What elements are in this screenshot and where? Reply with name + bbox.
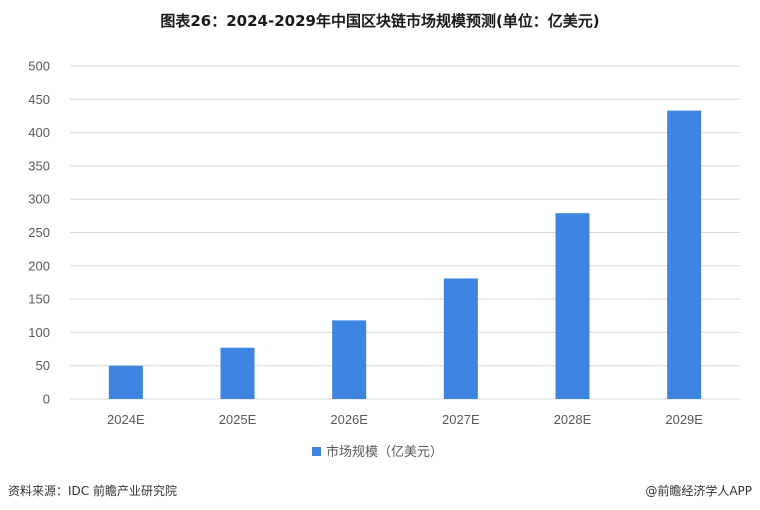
bar-2024E bbox=[108, 365, 143, 399]
y-tick-label: 300 bbox=[28, 192, 50, 207]
x-tick-label: 2026E bbox=[330, 412, 368, 427]
bar-2025E bbox=[220, 347, 255, 399]
bar-2028E bbox=[555, 213, 590, 399]
y-tick-label: 450 bbox=[28, 92, 50, 107]
y-tick-label: 0 bbox=[43, 392, 50, 407]
legend-swatch bbox=[312, 447, 321, 456]
y-tick-label: 100 bbox=[28, 325, 50, 340]
x-tick-label: 2027E bbox=[442, 412, 480, 427]
x-tick-label: 2024E bbox=[107, 412, 145, 427]
legend-label: 市场规模（亿美元） bbox=[326, 444, 443, 460]
bars bbox=[108, 110, 702, 399]
y-tick-label: 350 bbox=[28, 158, 50, 173]
y-tick-label: 400 bbox=[28, 125, 50, 140]
x-tick-label: 2025E bbox=[219, 412, 257, 427]
bar-2029E bbox=[667, 110, 702, 399]
bar-2026E bbox=[332, 320, 367, 399]
bar-2027E bbox=[443, 278, 478, 399]
y-tick-label: 250 bbox=[28, 225, 50, 240]
source-note: 资料来源：IDC 前瞻产业研究院 bbox=[8, 484, 177, 498]
x-tick-label: 2028E bbox=[554, 412, 592, 427]
y-tick-label: 500 bbox=[28, 59, 50, 74]
chart-title: 图表26：2024-2029年中国区块链市场规模预测(单位：亿美元) bbox=[160, 12, 600, 30]
y-tick-label: 50 bbox=[36, 358, 50, 373]
legend: 市场规模（亿美元） bbox=[312, 444, 443, 460]
y-axis-tick-labels: 0 50 100 150 200 250 300 350 400 450 500 bbox=[28, 59, 50, 407]
x-axis-tick-labels: 2024E 2025E 2026E 2027E 2028E 2029E bbox=[107, 412, 703, 427]
x-tick-label: 2029E bbox=[665, 412, 703, 427]
grid-lines bbox=[70, 65, 740, 400]
y-tick-label: 200 bbox=[28, 258, 50, 273]
y-tick-label: 150 bbox=[28, 292, 50, 307]
brand-credit: @前瞻经济学人APP bbox=[645, 484, 752, 498]
